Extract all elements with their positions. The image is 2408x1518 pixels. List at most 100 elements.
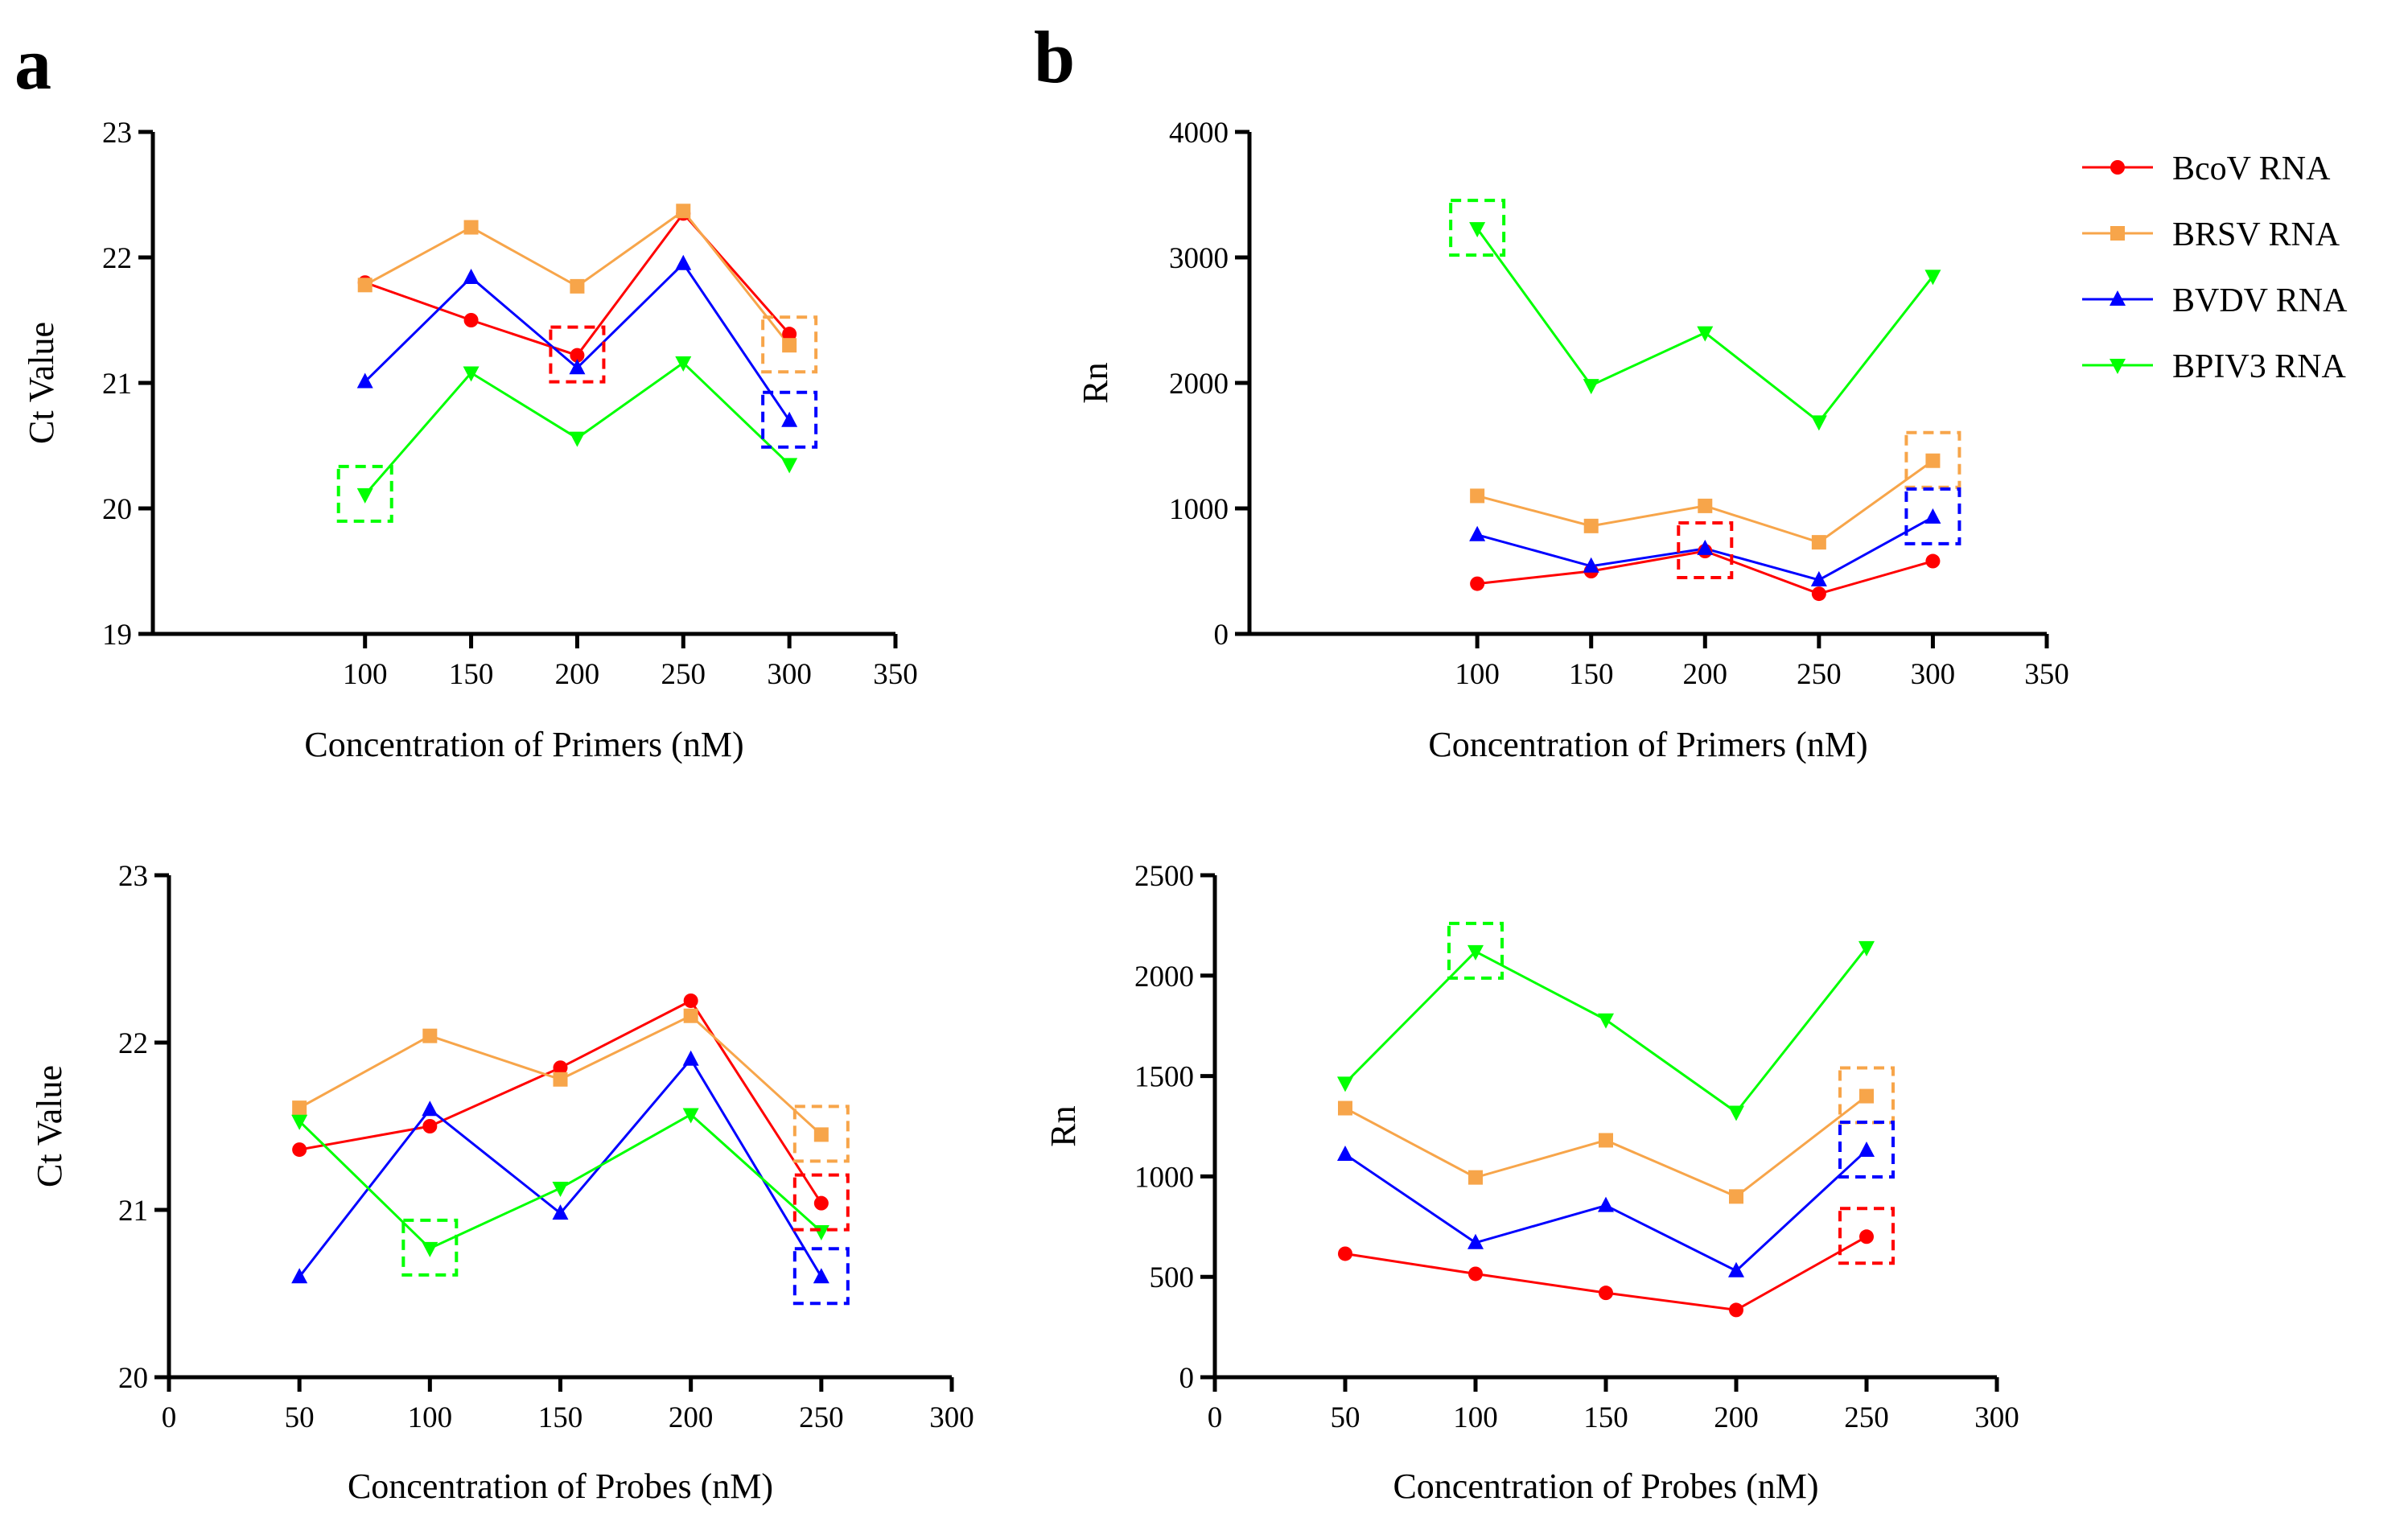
legend-marker-bvdv-rna bbox=[2110, 290, 2126, 306]
data-point-bvdv-rna bbox=[291, 1268, 308, 1284]
data-point-bcov-rna bbox=[1599, 1286, 1613, 1301]
legend-marker-bcov-rna bbox=[2110, 160, 2125, 175]
x-tick-label: 100 bbox=[343, 658, 388, 691]
data-point-bvdv-rna bbox=[1697, 539, 1714, 555]
series-line-bvdv-rna bbox=[298, 1057, 823, 1278]
y-tick-label: 23 bbox=[118, 860, 148, 893]
highlight-box-bvdv-rna bbox=[1838, 1120, 1895, 1179]
highlight-box-bvdv-rna bbox=[761, 390, 818, 449]
x-tick-label: 300 bbox=[929, 1401, 974, 1434]
x-tick-label: 150 bbox=[1569, 658, 1614, 691]
x-tick-label: 350 bbox=[873, 658, 918, 691]
y-tick-label: 1500 bbox=[1134, 1061, 1194, 1094]
highlight-box-brsv-rna bbox=[1838, 1066, 1895, 1125]
data-point-bpiv3-rna bbox=[781, 458, 798, 474]
x-tick-label: 300 bbox=[1911, 658, 1956, 691]
data-point-brsv-rna bbox=[553, 1072, 568, 1087]
x-tick-label: 200 bbox=[669, 1401, 714, 1434]
data-point-bcov-rna bbox=[1338, 1246, 1352, 1261]
data-point-brsv-rna bbox=[1859, 1088, 1874, 1104]
y-tick-label: 2500 bbox=[1134, 860, 1194, 893]
data-point-bpiv3-rna bbox=[1583, 379, 1599, 395]
data-point-bvdv-rna bbox=[781, 411, 798, 427]
data-point-brsv-rna bbox=[463, 220, 479, 235]
y-tick-label: 19 bbox=[102, 619, 132, 652]
data-point-brsv-rna bbox=[1811, 535, 1826, 550]
data-point-bvdv-rna bbox=[1467, 1233, 1484, 1249]
highlight-box-bpiv3-rna bbox=[1449, 199, 1506, 257]
y-tick-label: 22 bbox=[118, 1027, 148, 1060]
data-point-bpiv3-rna bbox=[1469, 222, 1486, 238]
chart-ct-vs-primers: 19 20 21 22 23 100 150 200 250 300 350 Concentratio… bbox=[22, 117, 918, 764]
x-tick-label: 200 bbox=[1683, 658, 1728, 691]
data-point-bcov-rna bbox=[1468, 1266, 1483, 1281]
x-axis-title: Concentration of Probes (nM) bbox=[348, 1467, 773, 1506]
x-tick-label: 250 bbox=[1797, 658, 1842, 691]
data-point-bpiv3-rna bbox=[1924, 269, 1941, 286]
y-tick-label: 500 bbox=[1150, 1261, 1195, 1294]
highlight-box-bcov-rna bbox=[1677, 521, 1734, 580]
highlight-box-bvdv-rna bbox=[1904, 487, 1961, 545]
data-point-bcov-rna bbox=[782, 327, 797, 342]
data-point-brsv-rna bbox=[782, 338, 797, 353]
legend-label-bvdv-rna: BVDV RNA bbox=[2172, 282, 2348, 319]
y-axis-title: Ct Value bbox=[30, 1065, 69, 1187]
x-tick-label: 200 bbox=[1714, 1401, 1759, 1434]
x-tick-label: 50 bbox=[1331, 1401, 1360, 1434]
data-point-bpiv3-rna bbox=[1728, 1105, 1744, 1121]
x-tick-label: 300 bbox=[1974, 1401, 2019, 1434]
x-axis-title: Concentration of Probes (nM) bbox=[1393, 1467, 1818, 1506]
data-point-bvdv-rna bbox=[1810, 570, 1827, 586]
x-tick-label: 0 bbox=[1208, 1401, 1223, 1434]
highlight-box-brsv-rna bbox=[1904, 430, 1961, 489]
legend-label-bcov-rna: BcoV RNA bbox=[2172, 150, 2331, 187]
data-point-bvdv-rna bbox=[1924, 508, 1941, 524]
chart-rn-vs-primers: 0 1000 2000 3000 4000 100 150 200 250 300 350 Conce… bbox=[1076, 117, 2069, 764]
y-tick-label: 22 bbox=[102, 242, 132, 275]
data-point-bvdv-rna bbox=[1598, 1196, 1614, 1212]
y-axis-title: Rn bbox=[1043, 1105, 1083, 1146]
data-point-brsv-rna bbox=[1925, 453, 1941, 468]
data-point-bvdv-rna bbox=[1469, 525, 1486, 541]
data-point-bvdv-rna bbox=[463, 268, 480, 284]
data-point-bcov-rna bbox=[1925, 553, 1941, 569]
data-point-bcov-rna bbox=[422, 1119, 438, 1133]
x-tick-label: 0 bbox=[162, 1401, 177, 1434]
legend: BcoV RNA BRSV RNA BVDV RNA BPIV3 RNA bbox=[2082, 150, 2348, 385]
highlight-box-bcov-rna bbox=[1838, 1207, 1895, 1265]
data-point-bvdv-rna bbox=[1583, 557, 1599, 573]
data-point-bpiv3-rna bbox=[569, 431, 586, 447]
data-point-brsv-rna bbox=[422, 1028, 438, 1043]
data-point-brsv-rna bbox=[292, 1100, 307, 1116]
data-point-bpiv3-rna bbox=[682, 1108, 699, 1124]
x-axis-title: Concentration of Primers (nM) bbox=[1428, 725, 1867, 764]
data-point-brsv-rna bbox=[1729, 1189, 1743, 1204]
highlight-box-bpiv3-rna bbox=[336, 464, 393, 523]
x-tick-label: 150 bbox=[1583, 1401, 1628, 1434]
y-tick-label: 0 bbox=[1179, 1362, 1195, 1395]
data-point-brsv-rna bbox=[570, 278, 585, 294]
highlight-box-bpiv3-rna bbox=[1447, 921, 1504, 980]
data-point-bcov-rna bbox=[292, 1142, 307, 1158]
legend-label-bpiv3-rna: BPIV3 RNA bbox=[2172, 348, 2347, 385]
data-point-bcov-rna bbox=[463, 313, 479, 327]
data-point-bvdv-rna bbox=[682, 1050, 699, 1066]
y-tick-label: 1000 bbox=[1169, 493, 1229, 526]
x-tick-label: 50 bbox=[285, 1401, 315, 1434]
y-tick-label: 2000 bbox=[1169, 368, 1229, 401]
data-point-bpiv3-rna bbox=[356, 487, 373, 504]
highlight-box-brsv-rna bbox=[792, 1105, 850, 1163]
series-line-bpiv3-rna bbox=[1344, 946, 1868, 1114]
highlight-box-bpiv3-rna bbox=[401, 1218, 459, 1277]
data-point-bvdv-rna bbox=[1337, 1145, 1353, 1161]
panel-label-a: a bbox=[14, 23, 51, 105]
data-point-brsv-rna bbox=[357, 278, 373, 293]
data-point-brsv-rna bbox=[683, 1008, 698, 1023]
y-tick-label: 2000 bbox=[1134, 961, 1194, 993]
data-point-bcov-rna bbox=[1859, 1229, 1874, 1244]
data-point-bvdv-rna bbox=[422, 1100, 438, 1117]
data-point-bvdv-rna bbox=[356, 372, 373, 389]
y-tick-label: 0 bbox=[1214, 619, 1229, 652]
y-axis-title: Rn bbox=[1076, 362, 1115, 403]
